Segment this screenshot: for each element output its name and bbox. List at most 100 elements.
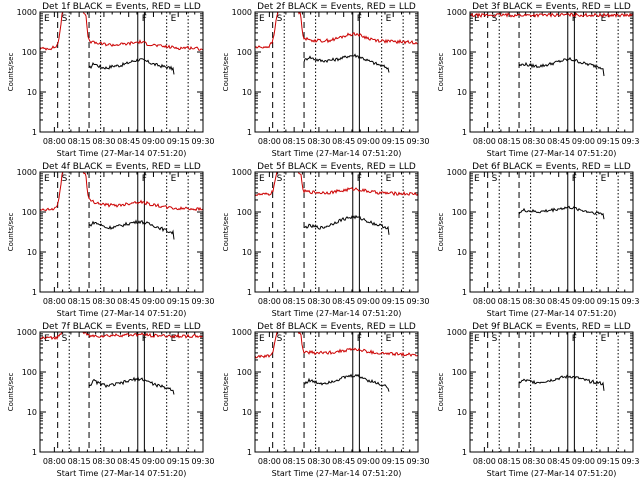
event-marker-label: E — [259, 334, 265, 344]
x-tick-label: 09:00 — [572, 297, 595, 306]
x-tick-label: 09:30 — [406, 457, 429, 466]
x-axis-label: Start Time (27-Mar-14 07:51:20) — [57, 309, 187, 318]
x-tick-label: 08:15 — [283, 137, 306, 146]
plot-frame — [254, 331, 419, 453]
y-axis-label: Counts/sec — [7, 373, 15, 412]
event-marker-label: E — [474, 14, 480, 24]
panel-det-1f: Det 1f BLACK = Events, RED = LLD Counts/s… — [7, 2, 215, 158]
y-tick-label: 1000 — [17, 328, 37, 337]
panel-det-2f: Det 2f BLACK = Events, RED = LLD Counts/s… — [222, 2, 430, 158]
x-tick-label: 09:30 — [191, 297, 214, 306]
y-axis-label: Counts/sec — [7, 53, 15, 92]
y-tick-label: 1 — [32, 128, 37, 137]
event-marker-label: E — [386, 14, 392, 24]
event-marker-label: E — [171, 174, 177, 184]
x-tick-label: 08:30 — [522, 457, 545, 466]
panel-det-8f: Det 8f BLACK = Events, RED = LLD Counts/s… — [222, 322, 430, 478]
plot-frame — [469, 331, 634, 453]
plot-frame — [469, 171, 634, 293]
x-tick-label: 08:15 — [68, 297, 91, 306]
lld-series — [40, 172, 203, 212]
event-marker-label: E — [474, 174, 480, 184]
y-tick-label: 1000 — [232, 168, 252, 177]
y-tick-label: 1000 — [447, 328, 467, 337]
x-tick-label: 09:00 — [572, 137, 595, 146]
events-series — [304, 373, 390, 392]
x-tick-label: 09:30 — [191, 457, 214, 466]
event-marker-label: E — [474, 334, 480, 344]
y-tick-label: 1000 — [17, 8, 37, 17]
x-tick-label: 08:45 — [332, 457, 355, 466]
event-marker-label: S — [277, 14, 283, 24]
panel-title: Det 3f BLACK = Events, RED = LLD — [472, 2, 631, 12]
event-marker-label: E — [601, 14, 607, 24]
y-tick-label: 100 — [237, 208, 252, 217]
panel-title: Det 9f BLACK = Events, RED = LLD — [472, 322, 631, 332]
x-tick-label: 08:00 — [473, 137, 496, 146]
y-tick-label: 1 — [462, 288, 467, 297]
events-series — [88, 58, 175, 75]
x-tick-label: 09:00 — [357, 137, 380, 146]
panel-det-7f: Det 7f BLACK = Events, RED = LLD Counts/s… — [7, 322, 215, 478]
x-tick-label: 08:30 — [522, 137, 545, 146]
y-tick-label: 100 — [452, 368, 467, 377]
x-tick-label: 08:30 — [92, 297, 115, 306]
plot-frame — [39, 11, 204, 133]
x-tick-label: 08:00 — [473, 297, 496, 306]
x-tick-label: 09:00 — [142, 457, 165, 466]
x-tick-label: 08:45 — [117, 137, 140, 146]
y-tick-label: 10 — [457, 88, 467, 97]
y-tick-label: 10 — [242, 408, 252, 417]
x-tick-label: 08:00 — [473, 457, 496, 466]
x-tick-label: 08:15 — [68, 457, 91, 466]
y-tick-label: 10 — [242, 88, 252, 97]
event-marker-label: E — [259, 174, 265, 184]
series-group — [518, 374, 605, 391]
x-tick-label: 09:00 — [357, 457, 380, 466]
y-tick-label: 100 — [452, 48, 467, 57]
y-tick-label: 10 — [242, 248, 252, 257]
x-axis-label: Start Time (27-Mar-14 07:51:20) — [487, 309, 617, 318]
plot-frame — [469, 11, 634, 133]
series-group — [255, 172, 418, 235]
x-tick-label: 08:45 — [332, 297, 355, 306]
event-marker-label: S — [62, 14, 68, 24]
events-series — [303, 53, 390, 73]
series-group — [40, 172, 203, 240]
x-tick-label: 08:30 — [522, 297, 545, 306]
y-tick-label: 1000 — [17, 168, 37, 177]
y-tick-label: 1 — [247, 128, 252, 137]
event-marker-label: E — [44, 14, 50, 24]
lld-series — [40, 332, 203, 341]
x-tick-label: 09:00 — [142, 297, 165, 306]
x-tick-label: 09:30 — [406, 137, 429, 146]
x-tick-label: 08:45 — [547, 457, 570, 466]
panel-title: Det 1f BLACK = Events, RED = LLD — [42, 2, 201, 12]
x-tick-label: 09:15 — [597, 137, 620, 146]
y-tick-label: 100 — [237, 48, 252, 57]
x-axis-label: Start Time (27-Mar-14 07:51:20) — [487, 469, 617, 478]
panel-det-5f: Det 5f BLACK = Events, RED = LLD Counts/s… — [222, 162, 430, 318]
x-tick-label: 08:30 — [92, 457, 115, 466]
x-axis-label: Start Time (27-Mar-14 07:51:20) — [272, 309, 402, 318]
event-marker-label: E — [386, 174, 392, 184]
panel-title: Det 7f BLACK = Events, RED = LLD — [42, 322, 201, 332]
x-axis-label: Start Time (27-Mar-14 07:51:20) — [57, 469, 187, 478]
event-marker-label: E — [44, 174, 50, 184]
x-tick-label: 08:30 — [307, 457, 330, 466]
event-marker-label: S — [62, 334, 68, 344]
x-tick-label: 09:15 — [167, 297, 190, 306]
x-tick-label: 08:30 — [307, 137, 330, 146]
y-tick-label: 10 — [27, 248, 37, 257]
lld-series — [40, 12, 203, 51]
x-tick-label: 09:00 — [357, 297, 380, 306]
event-marker-label: E — [171, 334, 177, 344]
event-marker-label: S — [277, 334, 283, 344]
y-tick-label: 1 — [32, 288, 37, 297]
y-tick-label: 100 — [22, 368, 37, 377]
panel-det-3f: Det 3f BLACK = Events, RED = LLD Counts/s… — [437, 2, 640, 158]
event-marker-label: S — [492, 174, 498, 184]
x-tick-label: 08:45 — [332, 137, 355, 146]
